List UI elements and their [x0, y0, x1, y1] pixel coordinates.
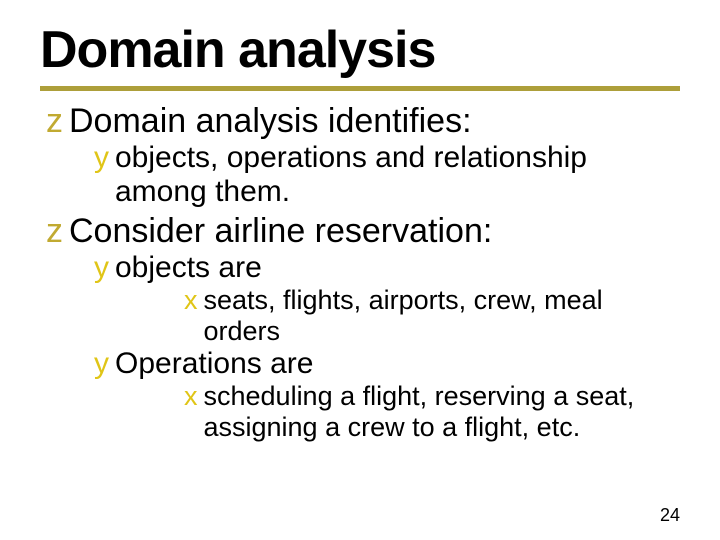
bullet-level3: x scheduling a flight, reserving a seat,…: [184, 381, 680, 443]
bullet-text: Consider airline reservation:: [69, 211, 492, 251]
y-bullet-icon: y: [94, 347, 109, 381]
bullet-text: seats, flights, airports, crew, meal ord…: [204, 285, 681, 347]
bullet-text: scheduling a flight, reserving a seat, a…: [204, 381, 681, 443]
bullet-level1: z Domain analysis identifies: y objects,…: [46, 101, 680, 209]
bullet-level2: y Operations are x scheduling a flight, …: [94, 347, 680, 443]
slide: Domain analysis z Domain analysis identi…: [0, 0, 720, 540]
x-bullet-icon: x: [184, 381, 198, 412]
bullet-text: objects, operations and relationship amo…: [115, 141, 680, 209]
title-underline: [40, 86, 680, 91]
bullet-text: Operations are: [115, 347, 313, 381]
bullet-level1: z Consider airline reservation: y object…: [46, 211, 680, 443]
page-number: 24: [660, 505, 680, 526]
bullet-level2: y objects, operations and relationship a…: [94, 141, 680, 209]
bullet-level3: x seats, flights, airports, crew, meal o…: [184, 285, 680, 347]
y-bullet-icon: y: [94, 251, 109, 285]
bullet-text: Domain analysis identifies:: [69, 101, 472, 141]
bullet-text: objects are: [115, 251, 262, 285]
y-bullet-icon: y: [94, 141, 109, 175]
bullet-level2: y objects are x seats, flights, airports…: [94, 251, 680, 347]
slide-title: Domain analysis: [40, 20, 680, 80]
z-bullet-icon: z: [46, 101, 63, 141]
z-bullet-icon: z: [46, 211, 63, 251]
x-bullet-icon: x: [184, 285, 198, 316]
